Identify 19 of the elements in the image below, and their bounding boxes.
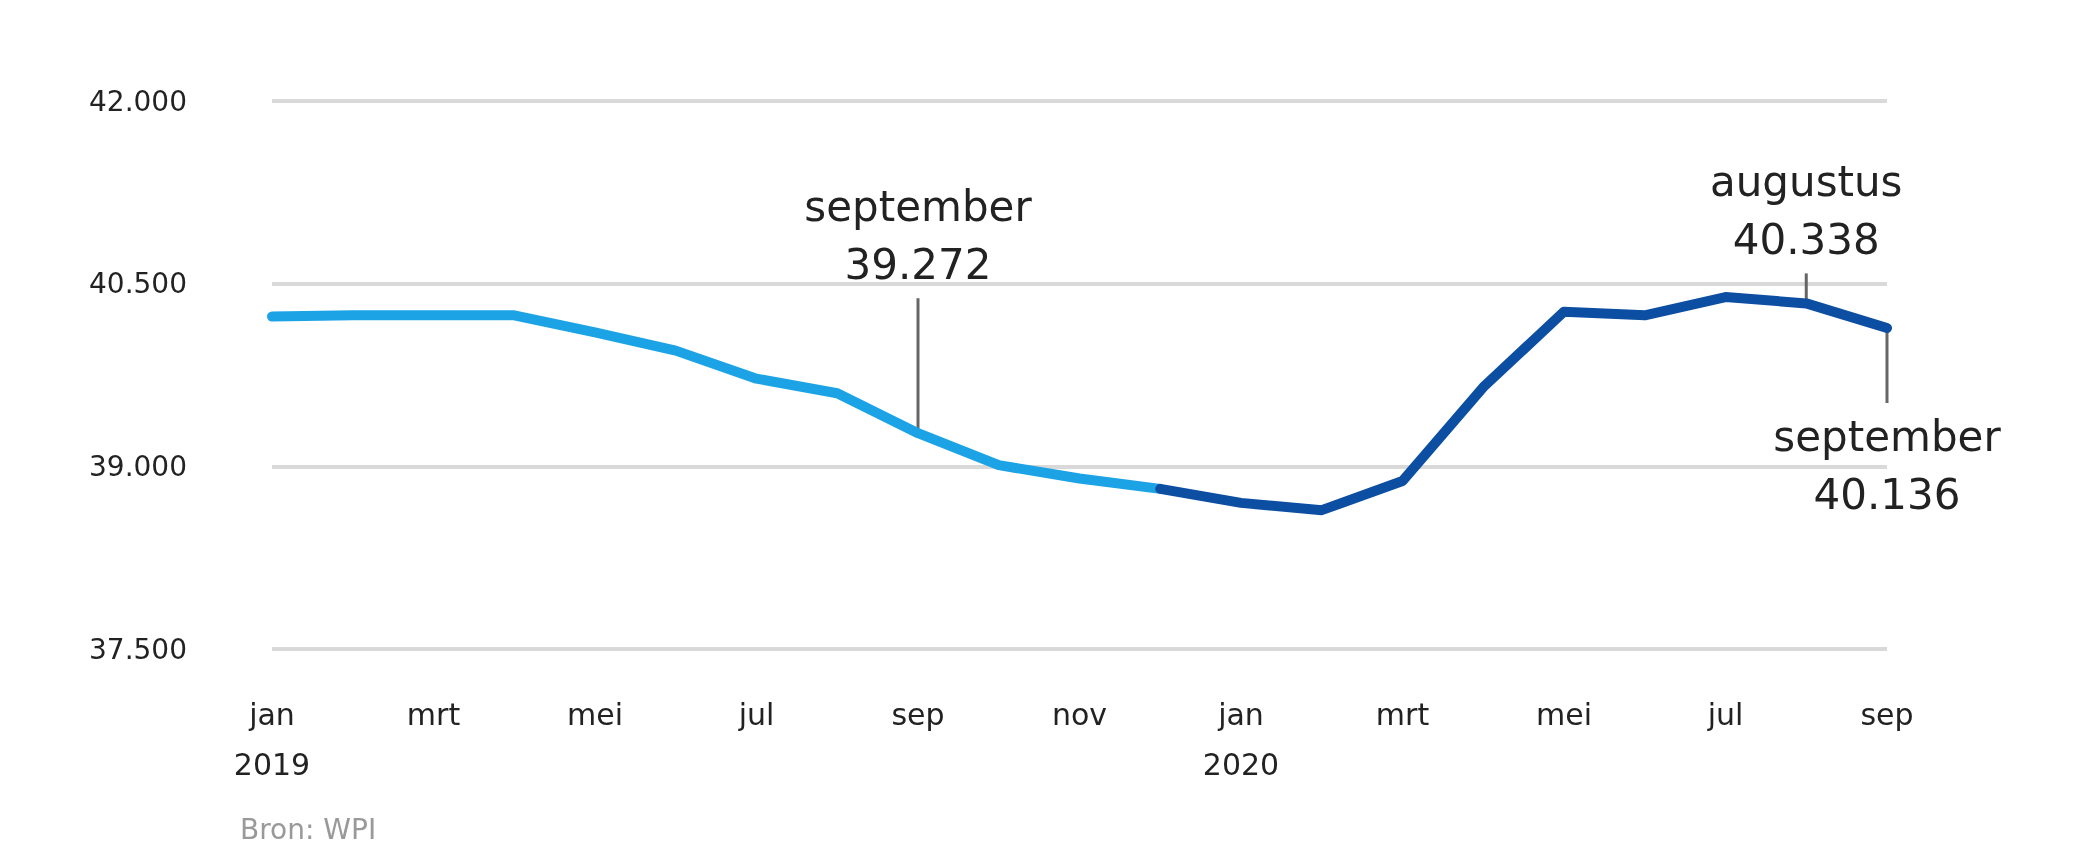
y-tick-label: 37.500 <box>89 632 187 666</box>
annotation: september 39.272 <box>804 181 1033 289</box>
x-tick-label: mei <box>566 696 624 732</box>
x-tick-label: sep <box>1860 696 1914 732</box>
x-tick-label: jan 2019 <box>233 696 311 782</box>
x-tick-label: sep <box>891 696 945 732</box>
x-tick-label: nov <box>1051 696 1108 732</box>
y-tick-label: 39.000 <box>89 449 187 483</box>
x-tick-label: mrt <box>406 696 461 732</box>
x-tick-label: jan 2020 <box>1202 696 1280 782</box>
x-tick-label: jul <box>1706 696 1744 732</box>
annotation: augustus 40.338 <box>1710 156 1903 264</box>
y-tick-label: 42.000 <box>89 84 187 118</box>
x-tick-label: jul <box>737 696 775 732</box>
annotation: september 40.136 <box>1773 412 2002 520</box>
x-tick-label: mrt <box>1375 696 1430 732</box>
y-tick-label: 40.500 <box>89 267 187 301</box>
text: Bron: WPI <box>240 812 377 846</box>
x-tick-label: mei <box>1535 696 1593 732</box>
